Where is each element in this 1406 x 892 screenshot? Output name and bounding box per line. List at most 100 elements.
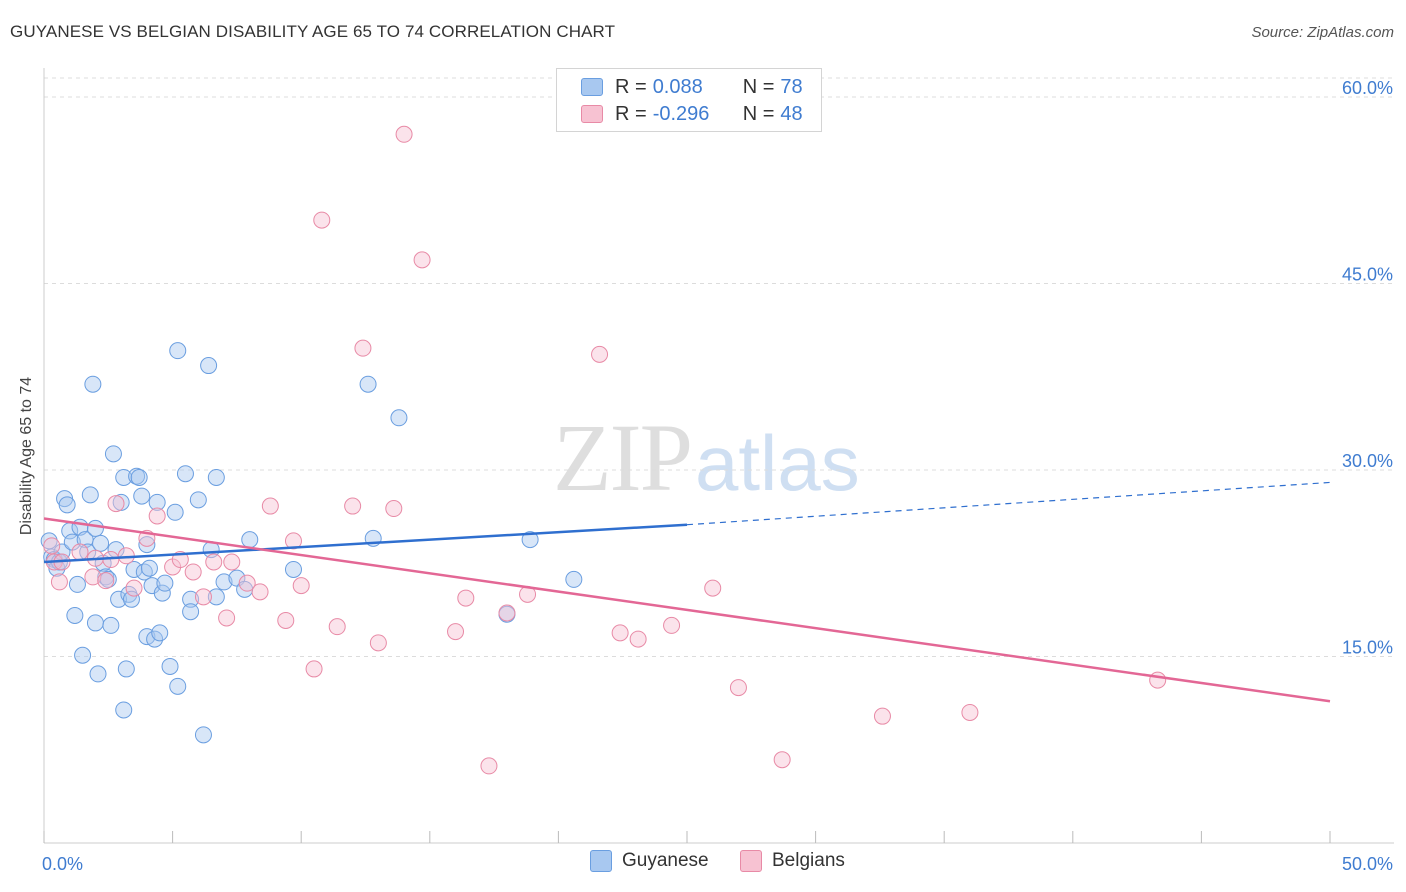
belgians-point bbox=[611, 624, 629, 642]
belgians-point bbox=[328, 618, 346, 636]
belgians-point bbox=[148, 507, 166, 525]
belgians-point bbox=[457, 589, 475, 607]
r-value: 0.088 bbox=[652, 75, 703, 98]
legend-swatch-guyanese bbox=[590, 850, 612, 872]
guyanese-point bbox=[161, 657, 179, 675]
r-label: R = bbox=[615, 102, 647, 125]
legend-swatch-belgians bbox=[740, 850, 762, 872]
guyanese-point bbox=[200, 357, 218, 375]
belgians-point bbox=[184, 563, 202, 581]
guyanese-point bbox=[122, 590, 140, 608]
y-tick-label: 15.0% bbox=[1342, 638, 1393, 658]
guyanese-point bbox=[176, 465, 194, 483]
belgians-point bbox=[873, 707, 891, 725]
guyanese-point bbox=[284, 560, 302, 578]
belgians-point bbox=[194, 588, 212, 606]
guyanese-point bbox=[115, 701, 133, 719]
legend-swatch-belgians bbox=[581, 105, 603, 123]
guyanese-point bbox=[182, 603, 200, 621]
x-tick-label: 50.0% bbox=[1342, 854, 1393, 874]
guyanese-point bbox=[81, 486, 99, 504]
belgians-point bbox=[43, 537, 61, 555]
guyanese-point bbox=[84, 375, 102, 393]
guyanese-point bbox=[97, 568, 115, 586]
legend-label-belgians: Belgians bbox=[772, 850, 845, 871]
n-value: 78 bbox=[780, 75, 803, 98]
legend-item-belgians: Belgians bbox=[740, 850, 845, 872]
series-legend: Guyanese Belgians bbox=[0, 850, 1406, 878]
belgians-point bbox=[313, 211, 331, 229]
legend-label-guyanese: Guyanese bbox=[622, 850, 709, 871]
guyanese-point bbox=[92, 534, 110, 552]
belgians-trend-line bbox=[43, 517, 1331, 703]
guyanese-point bbox=[86, 519, 104, 537]
belgians-point bbox=[205, 553, 223, 571]
guyanese-point bbox=[58, 496, 76, 514]
belgians-point bbox=[663, 616, 681, 634]
belgians-point bbox=[238, 574, 256, 592]
belgians-point bbox=[369, 634, 387, 652]
guyanese-point bbox=[207, 588, 225, 606]
belgians-point bbox=[729, 679, 747, 697]
belgians-point bbox=[107, 495, 125, 513]
y-axis-label: Disability Age 65 to 74 bbox=[18, 376, 35, 536]
belgians-point bbox=[305, 660, 323, 678]
guyanese-point bbox=[189, 491, 207, 509]
chart-title: GUYANESE VS BELGIAN DISABILITY AGE 65 TO… bbox=[10, 22, 616, 41]
watermark-atlas: atlas bbox=[695, 419, 860, 507]
belgians-point bbox=[1149, 671, 1167, 689]
belgians-point bbox=[277, 611, 295, 629]
y-tick-label: 30.0% bbox=[1342, 451, 1393, 471]
legend-item-guyanese: Guyanese bbox=[590, 850, 709, 872]
belgians-point bbox=[292, 577, 310, 595]
guyanese-point bbox=[156, 574, 174, 592]
belgians-point bbox=[447, 623, 465, 641]
y-tick-label: 60.0% bbox=[1342, 78, 1393, 98]
guyanese-trend-extension bbox=[686, 481, 1331, 526]
guyanese-point bbox=[215, 573, 233, 591]
guyanese-point bbox=[153, 584, 171, 602]
guyanese-point bbox=[74, 646, 92, 664]
guyanese-point bbox=[390, 409, 408, 427]
guyanese-point bbox=[166, 503, 184, 521]
belgians-point bbox=[395, 125, 413, 143]
guyanese-point bbox=[565, 570, 583, 588]
guyanese-point bbox=[138, 536, 156, 554]
guyanese-point bbox=[110, 590, 128, 608]
belgians-point bbox=[344, 497, 362, 515]
y-tick-label: 45.0% bbox=[1342, 265, 1393, 285]
zipatlas-watermark: ZIPatlas bbox=[553, 402, 860, 513]
guyanese-point bbox=[68, 575, 86, 593]
guyanese-point bbox=[151, 624, 169, 642]
belgians-point bbox=[413, 251, 431, 269]
guyanese-point bbox=[89, 665, 107, 683]
r-value: -0.296 bbox=[652, 102, 710, 125]
belgians-point bbox=[773, 751, 791, 769]
guyanese-point bbox=[169, 342, 187, 360]
guyanese-point bbox=[241, 531, 259, 549]
guyanese-point bbox=[104, 445, 122, 463]
n-label: N = bbox=[742, 75, 775, 98]
belgians-point bbox=[284, 532, 302, 550]
correlation-legend: R = 0.088 N = 78 R = -0.296 N = 48 bbox=[556, 68, 822, 132]
guyanese-point bbox=[359, 375, 377, 393]
x-tick-label: 0.0% bbox=[42, 854, 83, 874]
n-value: 48 bbox=[780, 102, 803, 125]
guyanese-point bbox=[130, 468, 148, 486]
guyanese-point bbox=[207, 468, 225, 486]
belgians-point bbox=[498, 604, 516, 622]
guyanese-trend-line bbox=[43, 523, 688, 564]
belgians-point bbox=[97, 572, 115, 590]
guyanese-point bbox=[66, 606, 84, 624]
guyanese-point bbox=[148, 493, 166, 511]
belgians-point bbox=[385, 500, 403, 518]
guyanese-point bbox=[521, 531, 539, 549]
guyanese-point bbox=[102, 616, 120, 634]
belgians-point bbox=[704, 579, 722, 597]
belgians-point bbox=[223, 553, 241, 571]
legend-row-belgians: R = -0.296 N = 48 bbox=[581, 100, 803, 128]
n-label: N = bbox=[742, 102, 775, 125]
belgians-point bbox=[125, 579, 143, 597]
guyanese-point bbox=[169, 677, 187, 695]
